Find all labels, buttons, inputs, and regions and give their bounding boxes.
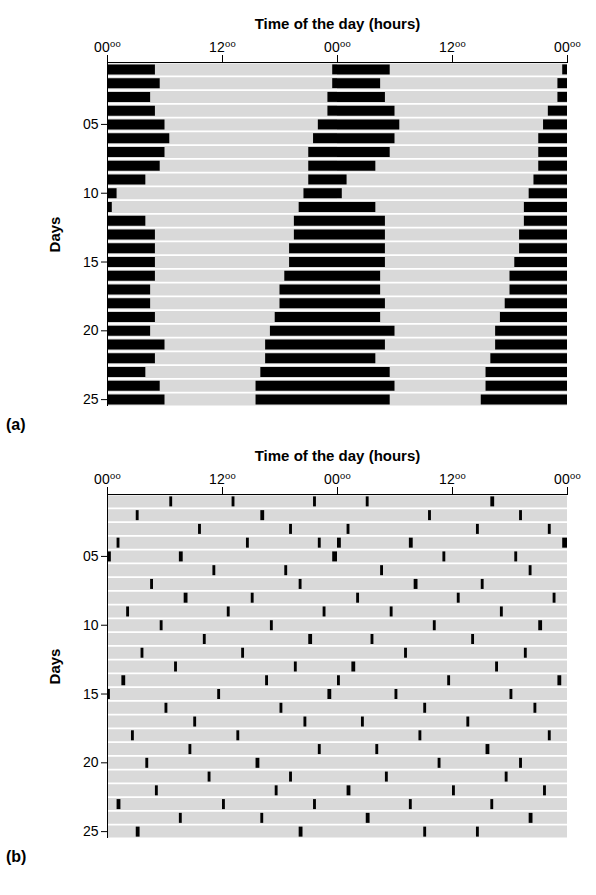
html-text:(b): (b) [6,848,27,865]
svg-text:25: 25 [83,391,99,407]
svg-text:15: 15 [83,686,99,702]
svg-text:00⁰⁰: 00⁰⁰ [324,471,351,487]
svg-text:12⁰⁰: 12⁰⁰ [439,471,466,487]
svg-text:00⁰⁰: 00⁰⁰ [94,471,121,487]
svg-text:10: 10 [83,185,99,201]
svg-text:12⁰⁰: 12⁰⁰ [209,39,236,55]
svg-text:00⁰⁰: 00⁰⁰ [554,471,581,487]
svg-text:00⁰⁰: 00⁰⁰ [324,39,351,55]
svg-text:Time of the day (hours): Time of the day (hours) [255,447,421,464]
svg-text:Time of the day (hours): Time of the day (hours) [255,15,421,32]
svg-text:20: 20 [83,754,99,770]
html-text:(a): (a) [6,416,26,433]
svg-text:00⁰⁰: 00⁰⁰ [94,39,121,55]
svg-text:00⁰⁰: 00⁰⁰ [554,39,581,55]
svg-text:15: 15 [83,253,99,269]
svg-text:05: 05 [83,116,99,132]
svg-text:25: 25 [83,823,99,839]
svg-text:12⁰⁰: 12⁰⁰ [209,471,236,487]
svg-text:12⁰⁰: 12⁰⁰ [439,39,466,55]
svg-text:05: 05 [83,548,99,564]
svg-text:10: 10 [83,617,99,633]
svg-text:Days: Days [46,217,63,253]
svg-text:Days: Days [46,649,63,685]
svg-text:20: 20 [83,322,99,338]
